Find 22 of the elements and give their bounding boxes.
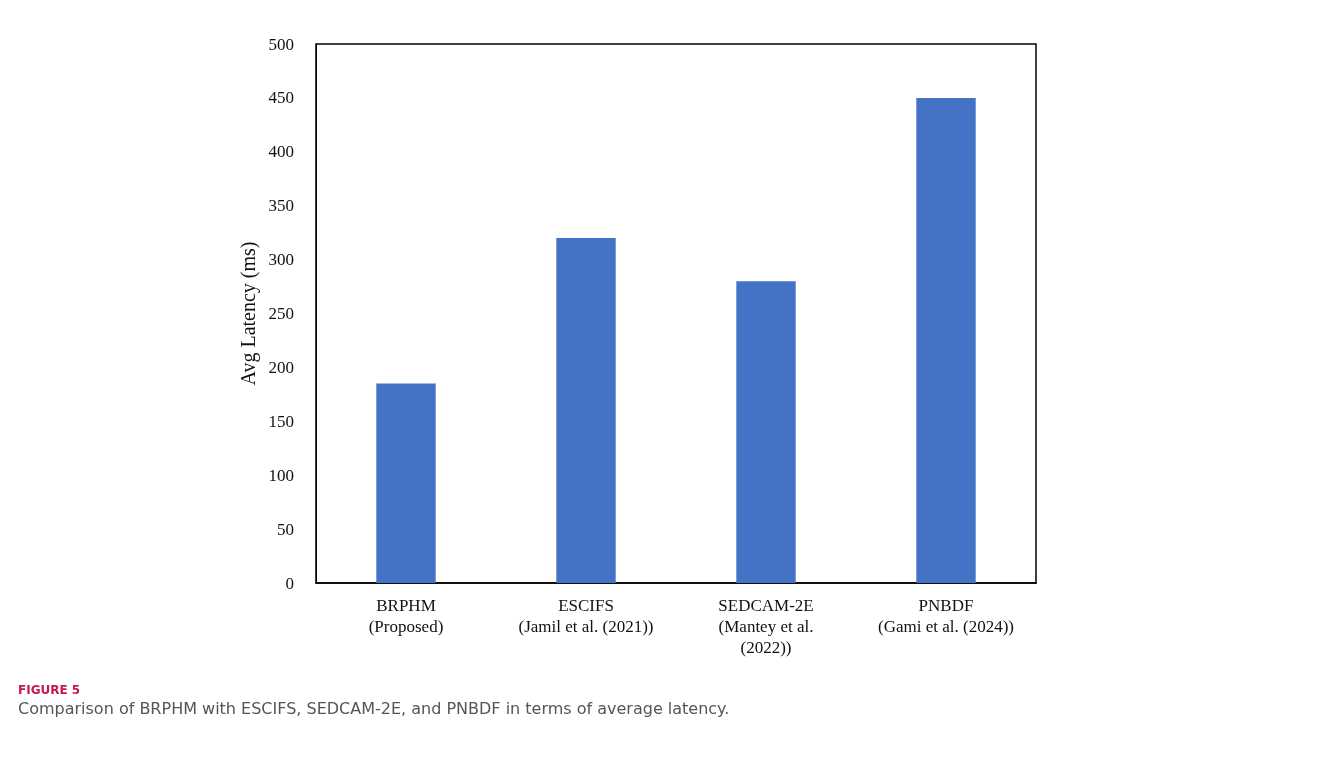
y-tick-label: 200 xyxy=(268,357,294,377)
y-tick-label: 400 xyxy=(268,142,294,162)
y-tick-label: 350 xyxy=(268,196,294,216)
y-tick-label: 500 xyxy=(268,34,294,54)
x-tick-label: ESCIFS (Jamil et al. (2021)) xyxy=(518,596,654,636)
bar xyxy=(916,97,976,583)
x-tick-label: PNBDF (Gami et al. (2024)) xyxy=(878,596,1014,636)
y-tick-label: 300 xyxy=(268,250,294,270)
y-tick-label: 150 xyxy=(268,411,294,431)
text: Comparison of BRPHM with ESCIFS, SEDCAM-2E, and PNBDF in terms of average latency. xyxy=(18,699,731,718)
x-tick-label: BRPHM (Proposed) xyxy=(368,596,444,636)
y-tick-label: 450 xyxy=(268,88,294,108)
y-tick-label: 0 xyxy=(285,573,294,593)
y-tick-label: 250 xyxy=(268,304,294,323)
y-tick-label: 100 xyxy=(268,465,294,485)
y-tick-label: 50 xyxy=(277,519,294,539)
bar xyxy=(736,281,796,583)
caption: FIGURE 5 xyxy=(18,683,82,697)
y-axis-title: Avg Latency (ms) xyxy=(236,241,260,386)
x-tick-label: SEDCAM-2E (Mantey et al. (2022)) xyxy=(718,596,814,657)
bar xyxy=(556,238,616,583)
bar xyxy=(376,383,436,583)
